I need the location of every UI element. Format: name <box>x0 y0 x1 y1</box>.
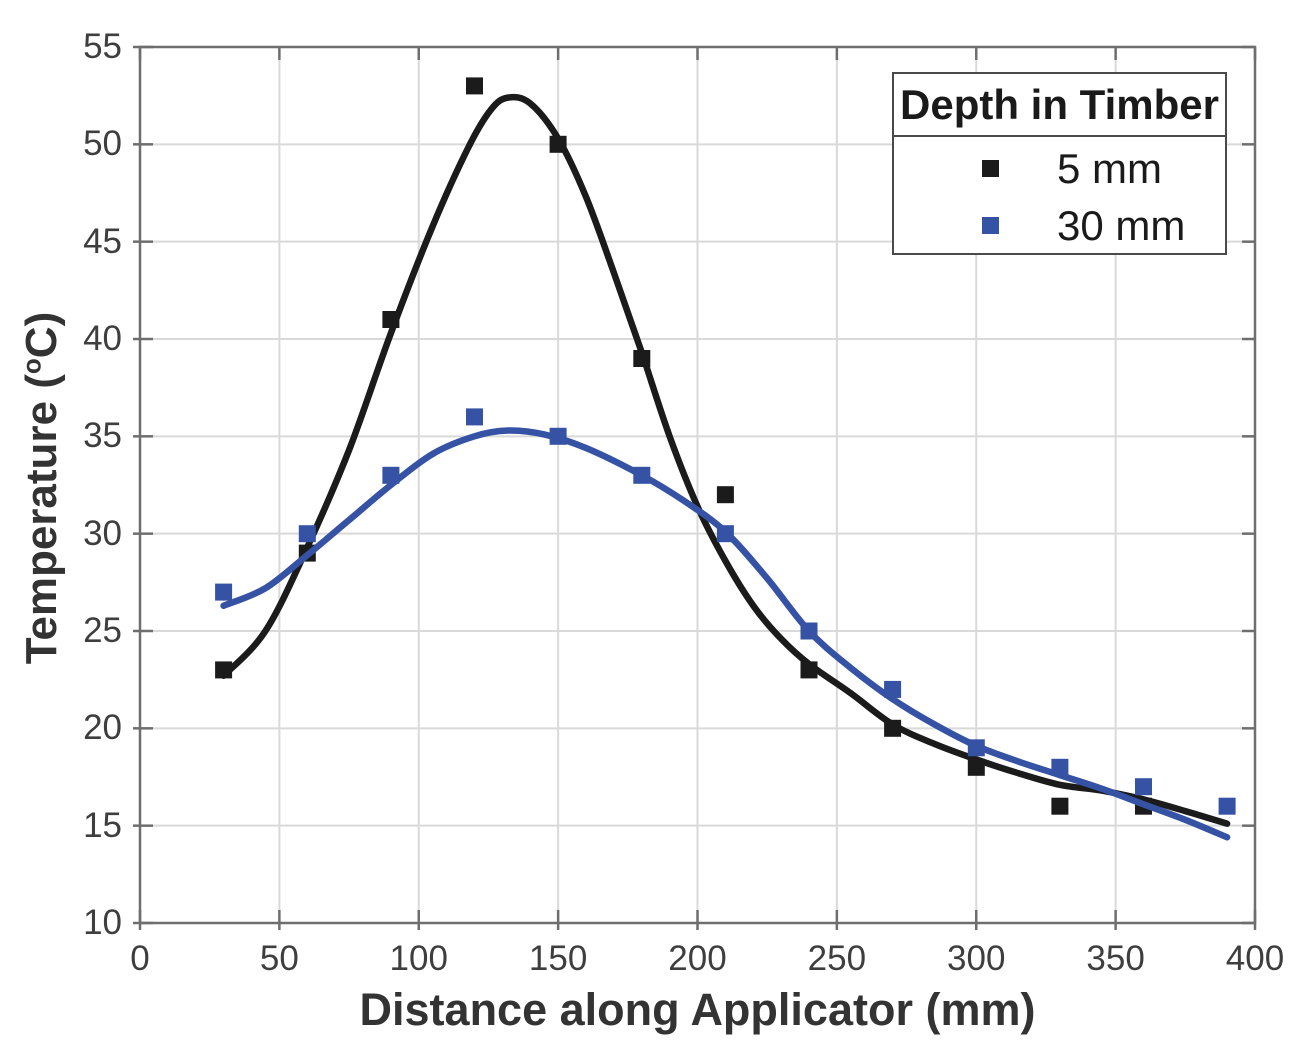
marker-5mm-x90 <box>382 311 400 328</box>
x-tick-label-300: 300 <box>947 939 1006 978</box>
marker-30mm-x300 <box>967 739 985 757</box>
legend-label-5mm: 5 mm <box>1057 144 1162 192</box>
y-tick-label-10: 10 <box>83 903 122 942</box>
marker-5mm-x210 <box>716 486 734 504</box>
x-tick-label-100: 100 <box>389 939 448 978</box>
marker-30mm-x180 <box>633 466 651 484</box>
marker-5mm-x30 <box>215 661 233 679</box>
marker-5mm-x120 <box>466 77 483 95</box>
legend-label-30mm: 30 mm <box>1057 201 1186 249</box>
y-tick-label-50: 50 <box>83 124 122 164</box>
marker-30mm-x30 <box>215 583 233 601</box>
y-tick-label-45: 45 <box>83 221 122 261</box>
x-tick-label-200: 200 <box>668 939 727 978</box>
marker-5mm-x300 <box>967 758 985 776</box>
marker-30mm-x60 <box>298 525 316 543</box>
x-tick-label-350: 350 <box>1086 939 1145 978</box>
legend-marker-5mm-icon <box>982 160 999 177</box>
marker-30mm-x210 <box>716 525 734 543</box>
marker-30mm-x120 <box>466 408 483 426</box>
marker-30mm-x270 <box>884 680 902 698</box>
legend-item-30mm: 30 mm <box>894 197 1225 254</box>
x-axis-label: Distance along Applicator (mm) <box>359 984 1036 1035</box>
marker-5mm-x180 <box>633 350 651 367</box>
degree-superscript: o <box>16 358 47 375</box>
marker-30mm-x360 <box>1135 778 1152 796</box>
x-tick-label-50: 50 <box>259 939 299 978</box>
y-tick-label-15: 15 <box>83 805 122 845</box>
y-tick-label-55: 55 <box>83 27 122 66</box>
legend-items: 5 mm 30 mm <box>894 137 1225 254</box>
x-tick-label-150: 150 <box>528 939 588 978</box>
marker-5mm-x330 <box>1051 797 1069 815</box>
x-tick-label-250: 250 <box>807 939 867 978</box>
marker-30mm-x240 <box>800 622 818 640</box>
legend-title: Depth in Timber <box>894 74 1225 137</box>
legend-item-5mm: 5 mm <box>894 140 1225 197</box>
marker-30mm-x390 <box>1218 797 1236 815</box>
y-tick-label-40: 40 <box>83 319 122 358</box>
marker-5mm-x240 <box>800 661 818 679</box>
y-tick-label-30: 30 <box>83 513 122 553</box>
x-tick-label-0: 0 <box>130 939 150 978</box>
marker-30mm-x150 <box>549 427 567 445</box>
marker-5mm-x150 <box>549 135 567 153</box>
marker-5mm-x270 <box>884 719 902 737</box>
marker-30mm-x90 <box>382 466 400 484</box>
y-axis-label: Temperature (oC) <box>15 178 69 798</box>
marker-30mm-x330 <box>1051 758 1069 776</box>
x-tick-label-400: 400 <box>1225 939 1285 978</box>
legend: Depth in Timber 5 mm 30 mm <box>892 72 1227 255</box>
legend-marker-30mm-icon <box>982 217 999 234</box>
y-tick-label-20: 20 <box>83 708 122 748</box>
y-tick-label-35: 35 <box>83 416 122 456</box>
y-tick-label-25: 25 <box>83 611 122 650</box>
